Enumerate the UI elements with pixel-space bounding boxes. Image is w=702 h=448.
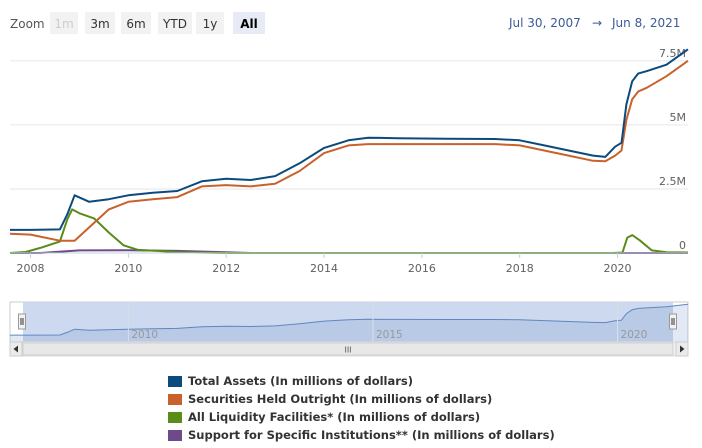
range-to[interactable]: Jun 8, 2021 — [611, 16, 680, 30]
scrollbar-thumb[interactable] — [22, 342, 674, 356]
navigator-year-label: 2010 — [131, 329, 158, 341]
zoom-button-bg — [121, 12, 151, 34]
zoom-buttons: 1m 3m 6m YTD 1y All — [50, 12, 265, 34]
zoom-button-label: 1m — [54, 17, 73, 31]
navigator-labels: 2010 2015 2020 — [127, 302, 648, 342]
range-separator: → — [592, 16, 602, 30]
scrollbar: III — [9, 341, 689, 357]
zoom-button-bg — [85, 12, 115, 34]
zoom-button-bg — [233, 12, 265, 34]
legend-item-total-assets[interactable]: Total Assets (In millions of dollars) — [168, 372, 555, 390]
navigator-series-line — [10, 303, 689, 336]
x-tick-label: 2010 — [114, 262, 142, 275]
zoom-button-3m[interactable]: 3m — [85, 12, 115, 34]
zoom-button-ytd[interactable]: YTD — [158, 12, 192, 34]
series-layer — [9, 48, 689, 254]
legend-item-support[interactable]: Support for Specific Institutions** (In … — [168, 426, 555, 444]
y-tick-label: 0 — [679, 239, 686, 252]
legend-label: Securities Held Outright (In millions of… — [188, 392, 493, 406]
scroll-right-button[interactable] — [675, 341, 689, 357]
legend-item-securities[interactable]: Securities Held Outright (In millions of… — [168, 390, 555, 408]
legend-swatch — [168, 411, 182, 423]
series-line-liquidity[interactable] — [9, 208, 689, 254]
x-axis-ticks: 2008 2010 2012 2014 2016 2018 2020 — [17, 253, 632, 275]
arrow-right-icon — [680, 345, 685, 353]
y-tick-label: 2.5M — [659, 175, 686, 188]
navigator-year-label: 2020 — [621, 329, 648, 341]
legend-label: All Liquidity Facilities* (In millions o… — [188, 410, 481, 424]
zoom-button-label: 6m — [126, 17, 145, 31]
scrollbar-grip: III — [344, 346, 351, 355]
zoom-button-6m[interactable]: 6m — [121, 12, 151, 34]
zoom-button-all[interactable]: All — [233, 12, 265, 34]
x-tick-label: 2014 — [310, 262, 338, 275]
navigator-handle-right[interactable] — [669, 313, 677, 330]
series-line-total-assets[interactable] — [10, 48, 689, 231]
legend-item-liquidity[interactable]: All Liquidity Facilities* (In millions o… — [168, 408, 555, 426]
range-from[interactable]: Jul 30, 2007 — [508, 16, 581, 30]
x-tick-label: 2008 — [17, 262, 45, 275]
x-tick-label: 2020 — [604, 262, 632, 275]
x-tick-label: 2016 — [408, 262, 436, 275]
zoom-button-label: YTD — [162, 17, 187, 31]
legend-swatch — [168, 429, 182, 441]
legend-swatch — [168, 375, 182, 387]
arrow-left-icon — [13, 345, 18, 353]
zoom-button-bg — [158, 12, 192, 34]
navigator-series-area — [10, 304, 688, 342]
navigator-year-label: 2015 — [376, 329, 403, 341]
navigator-handle-left[interactable] — [18, 313, 26, 330]
x-tick-label: 2018 — [506, 262, 534, 275]
zoom-button-bg — [196, 12, 224, 34]
zoom-button-bg — [50, 12, 78, 34]
x-tick-label: 2012 — [212, 262, 240, 275]
zoom-button-label: All — [240, 17, 258, 31]
series-line-securities[interactable] — [9, 59, 689, 242]
grid — [10, 60, 688, 190]
scroll-left-button[interactable] — [9, 341, 23, 357]
zoom-button-label: 1y — [203, 17, 218, 31]
range-selector: Zoom 1m 3m 6m YTD 1y All Jul 30, 2007 → Jun 8… — [10, 12, 680, 34]
legend-swatch — [168, 393, 182, 405]
zoom-button-label: 3m — [90, 17, 109, 31]
legend: Total Assets (In millions of dollars) Se… — [168, 372, 555, 444]
navigator: 2010 2015 2020 — [9, 301, 689, 343]
legend-label: Total Assets (In millions of dollars) — [188, 374, 414, 388]
legend-label: Support for Specific Institutions** (In … — [188, 428, 555, 442]
y-tick-label: 5M — [670, 111, 687, 124]
zoom-button-1y[interactable]: 1y — [196, 12, 224, 34]
zoom-button-1m: 1m — [50, 12, 78, 34]
zoom-label: Zoom — [10, 17, 45, 31]
navigator-selection[interactable] — [23, 302, 673, 342]
